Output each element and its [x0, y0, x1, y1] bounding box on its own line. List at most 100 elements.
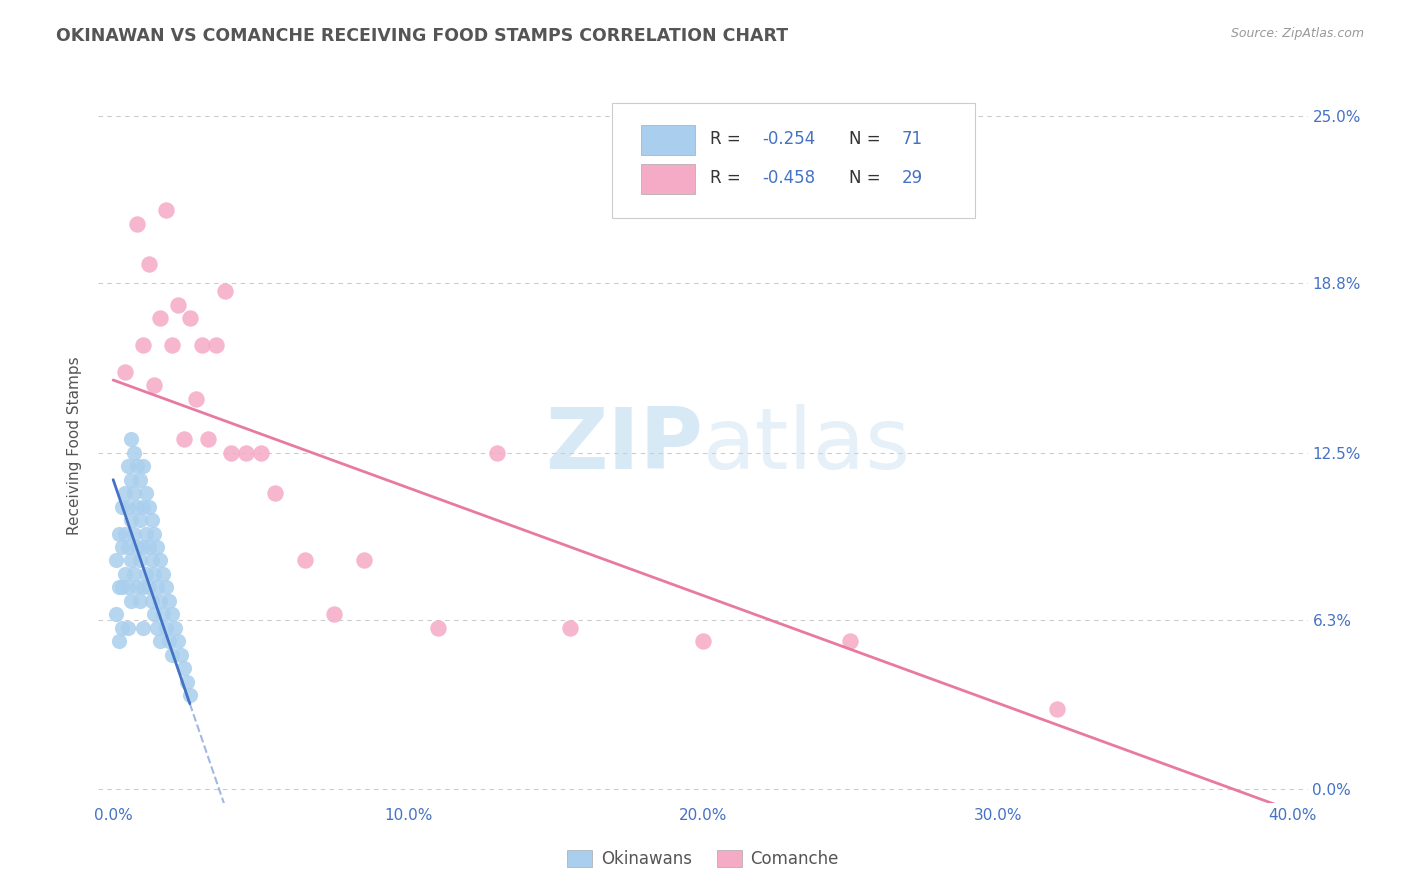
Point [131, 338, 153, 352]
Point [184, 392, 207, 406]
Point [128, 513, 150, 527]
Point [149, 553, 172, 567]
Point [125, 580, 148, 594]
Point [160, 338, 183, 352]
Point [294, 553, 316, 567]
FancyBboxPatch shape [641, 125, 695, 155]
Point [205, 338, 228, 352]
Point [117, 580, 139, 594]
Point [131, 459, 153, 474]
Point [125, 217, 148, 231]
Point [105, 607, 128, 622]
Point [135, 566, 157, 581]
Point [155, 203, 177, 218]
Text: atlas: atlas [703, 404, 911, 488]
Legend: Okinawans, Comanche: Okinawans, Comanche [561, 843, 845, 875]
Point [353, 553, 375, 567]
Point [173, 432, 195, 446]
Point [152, 566, 174, 581]
Point [149, 311, 172, 326]
Point [105, 553, 128, 567]
Point [141, 513, 163, 527]
Point [143, 607, 166, 622]
Point [155, 621, 177, 635]
Point [125, 500, 148, 514]
Point [173, 661, 195, 675]
Point [160, 648, 183, 662]
Point [114, 365, 136, 379]
Point [165, 621, 187, 635]
Point [138, 257, 160, 271]
Point [122, 526, 145, 541]
Point [143, 378, 166, 392]
Point [131, 580, 153, 594]
Point [152, 607, 174, 622]
Point [485, 446, 508, 460]
Point [131, 500, 153, 514]
Point [111, 580, 134, 594]
Point [149, 594, 172, 608]
Point [692, 634, 714, 648]
Text: 29: 29 [901, 169, 922, 187]
Point [117, 540, 139, 554]
Y-axis label: Receiving Food Stamps: Receiving Food Stamps [67, 357, 83, 535]
Point [128, 553, 150, 567]
Point [120, 473, 142, 487]
Point [197, 432, 219, 446]
Point [111, 621, 134, 635]
Point [122, 486, 145, 500]
Point [249, 446, 271, 460]
Point [190, 338, 212, 352]
Point [157, 594, 180, 608]
Text: OKINAWAN VS COMANCHE RECEIVING FOOD STAMPS CORRELATION CHART: OKINAWAN VS COMANCHE RECEIVING FOOD STAM… [56, 27, 789, 45]
Point [138, 540, 160, 554]
Point [122, 566, 145, 581]
Point [117, 459, 139, 474]
Point [120, 553, 142, 567]
Point [426, 621, 449, 635]
Point [146, 580, 169, 594]
Point [235, 446, 257, 460]
Point [141, 594, 163, 608]
Point [135, 486, 157, 500]
Point [131, 540, 153, 554]
Point [146, 621, 169, 635]
Point [114, 486, 136, 500]
Point [120, 513, 142, 527]
Text: ZIP: ZIP [546, 404, 703, 488]
Point [117, 500, 139, 514]
Point [135, 526, 157, 541]
Text: -0.254: -0.254 [762, 130, 815, 148]
Point [323, 607, 346, 622]
Point [160, 607, 183, 622]
Point [219, 446, 242, 460]
Text: 71: 71 [901, 130, 922, 148]
Point [149, 634, 172, 648]
Point [111, 540, 134, 554]
Point [138, 500, 160, 514]
Point [170, 648, 193, 662]
Point [167, 634, 190, 648]
Point [155, 580, 177, 594]
Point [146, 540, 169, 554]
Point [264, 486, 287, 500]
Point [131, 621, 153, 635]
Point [108, 526, 131, 541]
Point [125, 459, 148, 474]
FancyBboxPatch shape [613, 103, 976, 218]
Point [179, 688, 201, 702]
Point [167, 298, 190, 312]
Text: R =: R = [710, 130, 747, 148]
Point [108, 634, 131, 648]
Point [157, 634, 180, 648]
Text: Source: ZipAtlas.com: Source: ZipAtlas.com [1230, 27, 1364, 40]
Point [138, 580, 160, 594]
Text: R =: R = [710, 169, 747, 187]
Point [179, 311, 201, 326]
Point [128, 473, 150, 487]
Point [125, 540, 148, 554]
Text: N =: N = [849, 130, 886, 148]
Point [128, 594, 150, 608]
Point [117, 621, 139, 635]
FancyBboxPatch shape [641, 164, 695, 194]
